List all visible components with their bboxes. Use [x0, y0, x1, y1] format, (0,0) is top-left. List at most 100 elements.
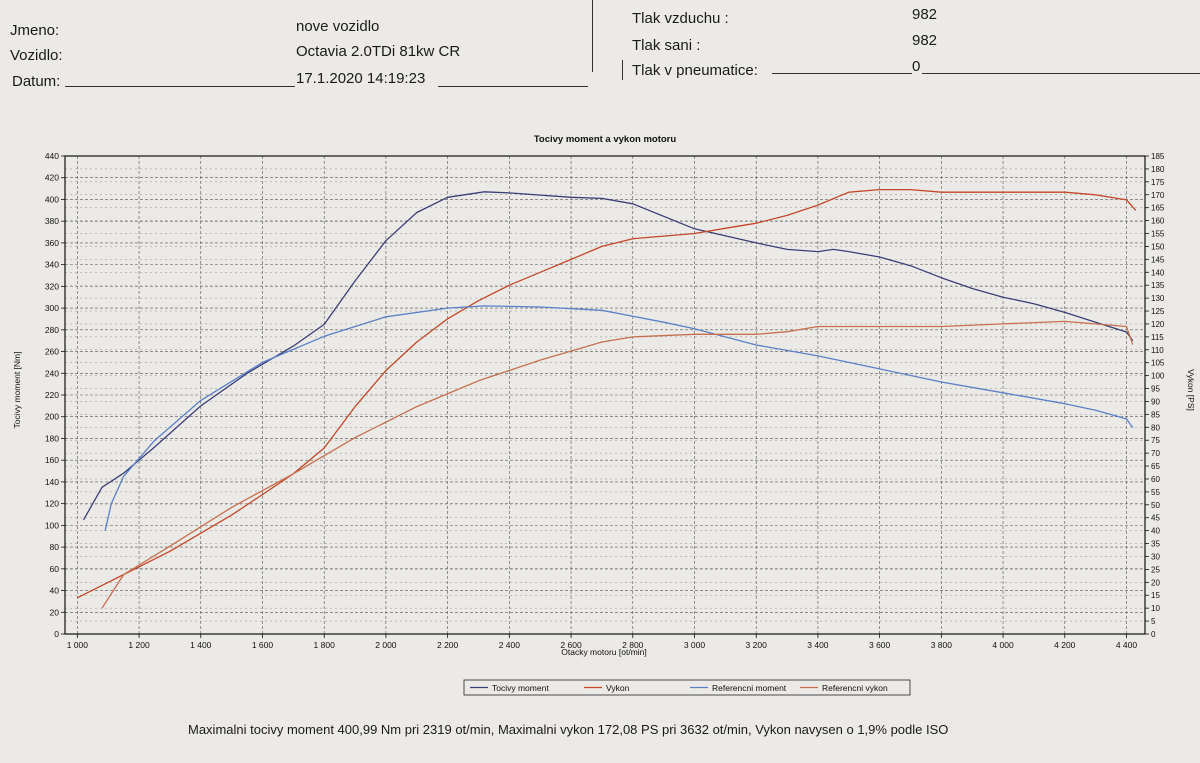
y-right-tick-label: 170: [1151, 191, 1165, 200]
header-divider: [592, 0, 593, 72]
y-left-tick-label: 40: [50, 586, 60, 596]
y-right-tick-label: 180: [1151, 165, 1165, 174]
y-right-tick-label: 165: [1151, 204, 1165, 213]
y-axis-left-label: Tocivy moment [Nm]: [12, 352, 22, 429]
y-right-tick-label: 30: [1151, 552, 1160, 561]
date-label: Datum:: [12, 73, 61, 90]
x-tick-label: 2 200: [437, 640, 459, 650]
date-rule-right: [438, 86, 588, 87]
intake-pressure-value: 982: [912, 32, 938, 49]
y-right-tick-label: 130: [1151, 294, 1165, 303]
y-right-tick-label: 50: [1151, 501, 1160, 510]
y-axis-right-label: Vykon [PS]: [1186, 369, 1196, 411]
tire-corner: [622, 60, 623, 80]
dyno-chart: Tocivy moment a vykon motoru 1 000 1 200 1…: [0, 120, 1200, 700]
y-right-tick-label: 60: [1151, 475, 1160, 484]
y-right-tick-label: 5: [1151, 617, 1156, 626]
date-rule: [65, 86, 295, 87]
legend-label: Tocivy moment: [492, 683, 549, 693]
y-left-tick-label: 240: [45, 368, 59, 378]
y-right-tick-label: 110: [1151, 346, 1164, 355]
y-right-tick-label: 140: [1151, 268, 1165, 277]
legend-label: Referencni moment: [712, 683, 787, 693]
y-left-tick-label: 140: [45, 477, 59, 487]
y-left-tick-label: 380: [45, 216, 59, 226]
x-tick-label: 1 000: [67, 640, 89, 650]
series-line-referencni-moment: [104, 305, 1134, 531]
tire-rule: [772, 73, 912, 74]
y-right-tick-label: 75: [1151, 436, 1160, 445]
y-left-tick-label: 280: [45, 325, 59, 335]
x-axis-label: Otacky motoru [ot/min]: [561, 647, 647, 657]
y-left-tick-label: 120: [45, 499, 59, 509]
y-right-tick-label: 115: [1151, 333, 1164, 342]
y-right-tick-label: 90: [1151, 397, 1160, 406]
y-right-tick-label: 70: [1151, 449, 1160, 458]
y-right-tick-label: 100: [1151, 372, 1165, 381]
y-right-tick-label: 85: [1151, 410, 1160, 419]
y-left-tick-label: 80: [50, 542, 60, 552]
y-left-tick-label: 260: [45, 347, 59, 357]
y-left-tick-label: 60: [50, 564, 60, 574]
tire-pressure-label: Tlak v pneumatice:: [632, 62, 758, 79]
y-right-tick-label: 95: [1151, 385, 1160, 394]
legend-box: [463, 679, 911, 696]
x-tick-label: 3 600: [869, 640, 891, 650]
y-right-tick-label: 145: [1151, 255, 1165, 264]
y-right-tick-label: 65: [1151, 462, 1160, 471]
x-tick-label: 4 200: [1054, 640, 1076, 650]
x-tick-label: 3 800: [931, 640, 953, 650]
y-right-tick-label: 10: [1151, 604, 1160, 613]
y-right-tick-label: 0: [1151, 630, 1156, 639]
chart-legend: Tocivy moment Vykon Referencni moment Refer…: [463, 679, 911, 696]
y-right-tick-label: 160: [1151, 217, 1165, 226]
y-left-tick-label: 100: [45, 520, 59, 530]
chart-axes: 1 000 1 200 1 400 1 600 1 800 2 000 2 200 2 400…: [45, 151, 1165, 650]
y-right-tick-label: 175: [1151, 178, 1165, 187]
summary-line: Maximalni tocivy moment 400,99 Nm pri 23…: [188, 722, 949, 737]
y-right-tick-label: 155: [1151, 230, 1165, 239]
y-right-tick-label: 45: [1151, 514, 1160, 523]
y-right-tick-label: 150: [1151, 242, 1165, 251]
y-left-tick-label: 320: [45, 281, 59, 291]
y-right-tick-label: 135: [1151, 281, 1165, 290]
y-right-tick-label: 35: [1151, 540, 1160, 549]
y-right-tick-label: 25: [1151, 565, 1160, 574]
chart-title: Tocivy moment a vykon motoru: [534, 134, 677, 145]
x-tick-label: 1 400: [190, 640, 212, 650]
x-tick-label: 2 600: [560, 640, 582, 650]
air-pressure-value: 982: [912, 6, 938, 23]
x-tick-label: 1 800: [314, 640, 336, 650]
series-line-referencni-vykon: [101, 320, 1134, 609]
y-right-tick-label: 185: [1151, 152, 1165, 161]
y-left-tick-label: 20: [50, 607, 60, 617]
name-label: Jmeno:: [10, 22, 60, 39]
series-line-tocivy-moment: [82, 191, 1134, 521]
y-left-tick-label: 340: [45, 260, 59, 270]
vehicle-value: Octavia 2.0TDi 81kw CR: [296, 43, 461, 60]
y-right-tick-label: 40: [1151, 527, 1160, 536]
series-line-vykon: [77, 188, 1137, 599]
x-tick-label: 4 000: [992, 640, 1014, 650]
x-tick-label: 3 200: [746, 640, 768, 650]
x-tick-label: 1 200: [128, 640, 150, 650]
tire-pressure-value: 0: [912, 58, 921, 75]
y-left-tick-label: 180: [45, 433, 59, 443]
y-left-tick-label: 440: [45, 151, 59, 161]
y-right-tick-label: 120: [1151, 320, 1165, 329]
y-left-tick-label: 360: [45, 238, 59, 248]
x-tick-label: 2 800: [622, 640, 644, 650]
y-left-tick-label: 220: [45, 390, 59, 400]
y-right-tick-label: 20: [1151, 578, 1160, 587]
legend-label: Referencni vykon: [822, 683, 888, 693]
x-tick-label: 2 400: [499, 640, 521, 650]
x-tick-label: 3 000: [684, 640, 706, 650]
y-left-tick-label: 200: [45, 412, 59, 422]
x-tick-label: 1 600: [252, 640, 274, 650]
chart-series: [77, 188, 1137, 609]
tire-rule-right: [922, 73, 1200, 74]
chart-grid: [65, 155, 1145, 635]
y-right-tick-label: 55: [1151, 488, 1160, 497]
y-right-tick-label: 15: [1151, 591, 1160, 600]
y-right-tick-label: 105: [1151, 359, 1165, 368]
